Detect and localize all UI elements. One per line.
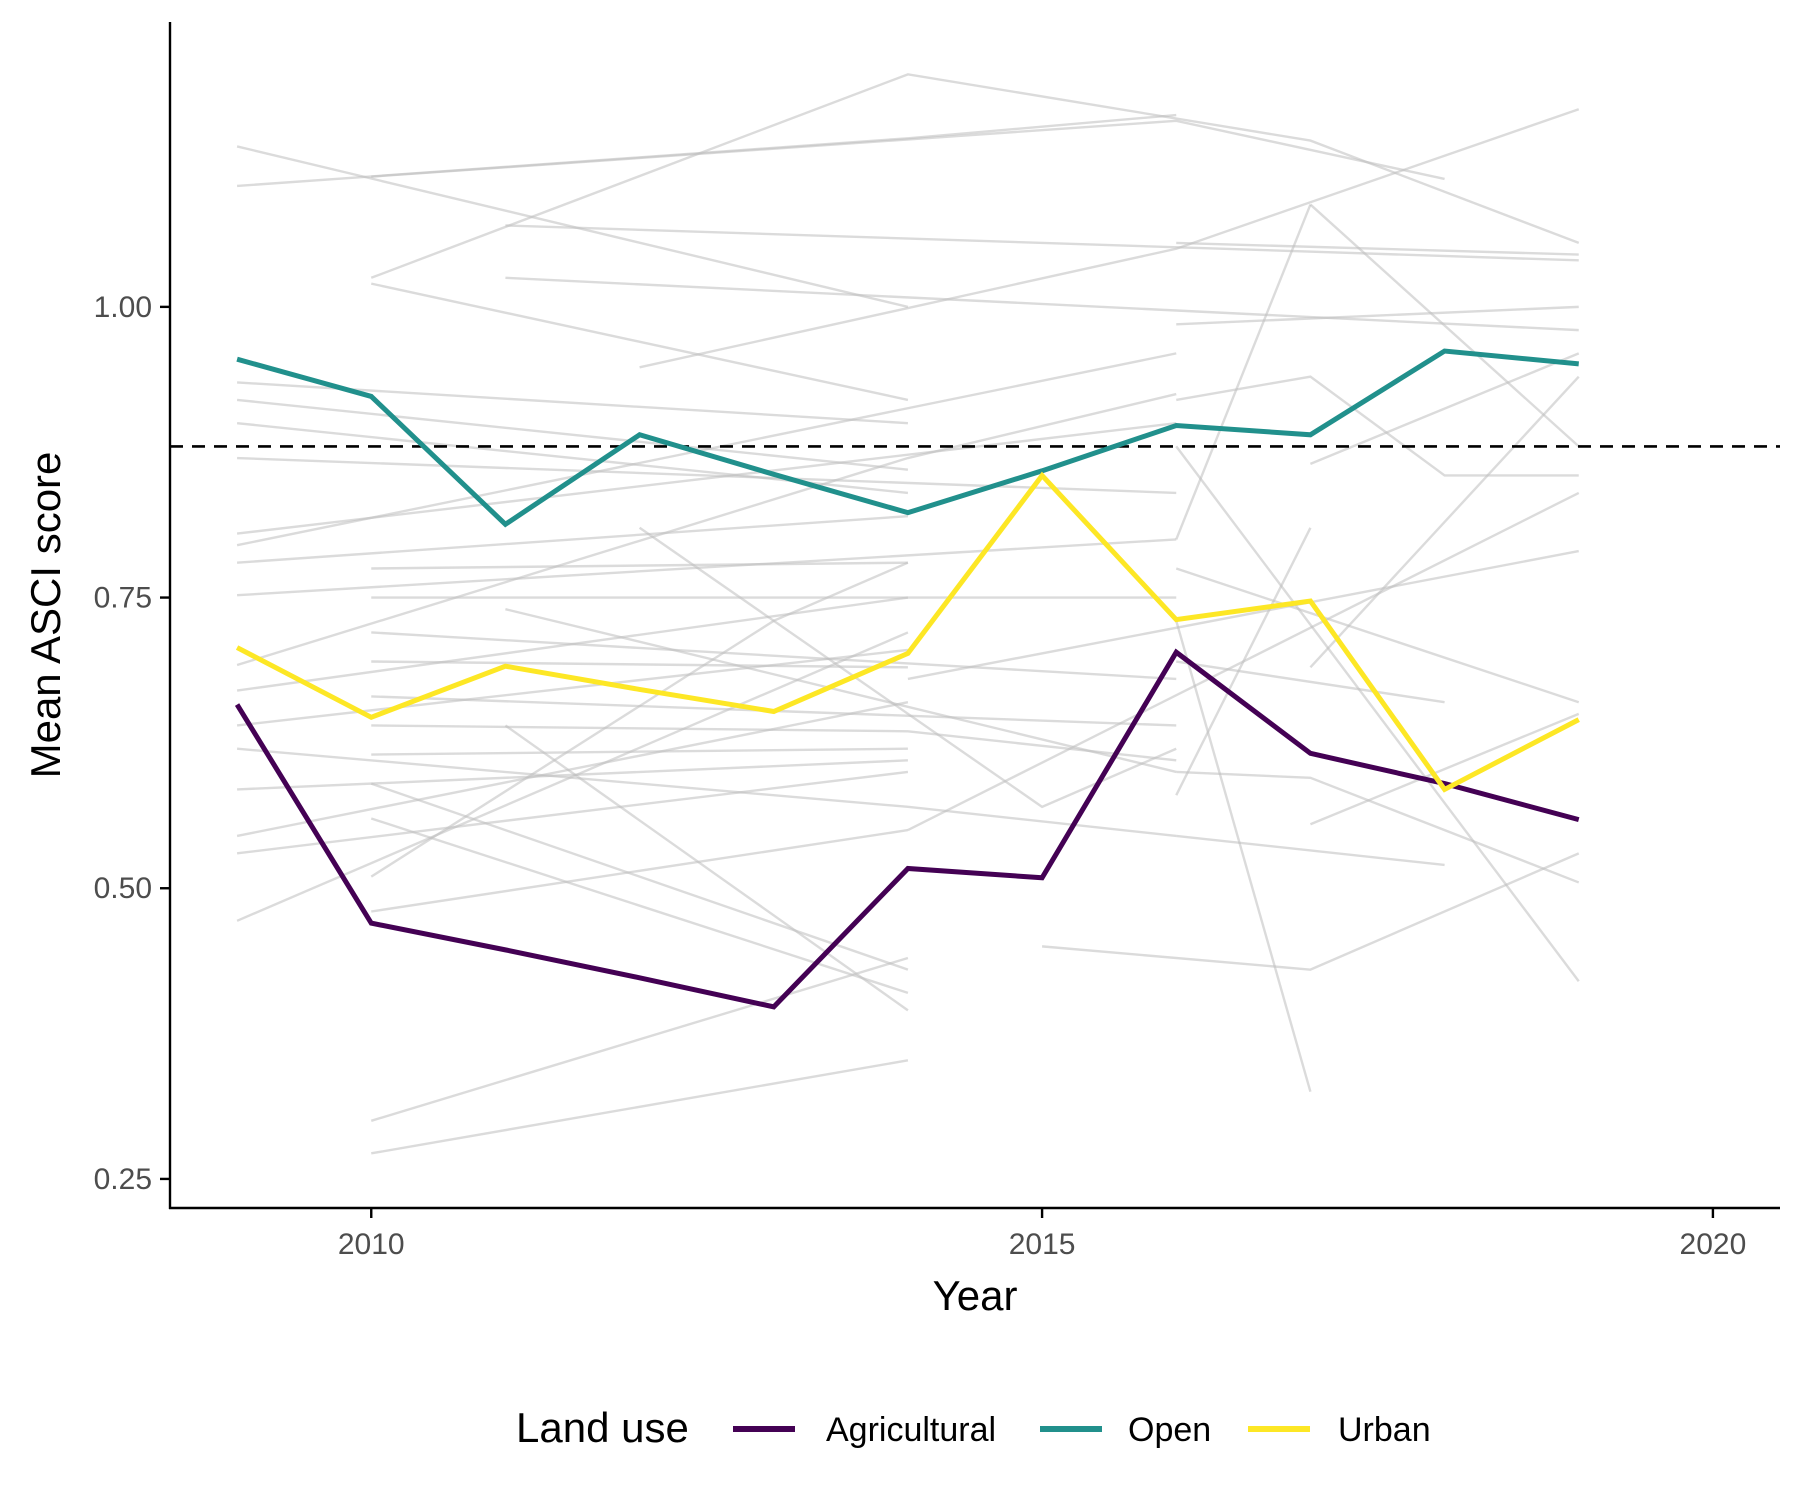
legend-label-open: Open (1128, 1411, 1211, 1449)
site-line-25 (236, 701, 909, 838)
site-line-57 (1309, 375, 1580, 669)
y-tick-label: 0.75 (94, 582, 152, 615)
site-line-16 (236, 421, 1177, 535)
series-line-urban (235, 471, 1580, 793)
x-tick-label: 2020 (1680, 1228, 1747, 1261)
site-line-23 (236, 747, 1177, 838)
site-line-52 (1176, 660, 1445, 704)
site-line-10 (1309, 203, 1580, 448)
site-line-22 (236, 648, 909, 727)
site-line-43 (638, 526, 1177, 809)
site-line-41 (504, 724, 909, 1012)
site-line-55 (1309, 712, 1580, 826)
site-line-6 (639, 108, 1580, 369)
legend-label-urban: Urban (1338, 1411, 1431, 1449)
x-axis-ticks: 2010 2015 2020 (338, 1208, 1746, 1261)
site-line-40 (371, 1059, 909, 1155)
site-line-20 (236, 392, 1177, 667)
y-tick-label: 1.00 (94, 291, 152, 324)
series-line-open (236, 348, 1579, 528)
site-line-56 (1309, 352, 1580, 465)
site-line-53 (1175, 620, 1312, 1093)
site-line-7 (505, 276, 1579, 332)
y-axis-ticks: 0.25 0.50 0.75 1.00 (94, 291, 170, 1196)
site-line-11 (1175, 204, 1312, 540)
site-line-31 (371, 660, 908, 669)
site-line-3 (371, 119, 1445, 181)
site-line-18 (237, 514, 908, 564)
site-line-49 (1175, 567, 1580, 704)
site-line-4 (505, 224, 1579, 262)
site-line-51 (1176, 834, 1445, 867)
site-line-44 (907, 549, 1579, 681)
site-line-54 (1176, 375, 1579, 477)
x-tick-label: 2015 (1009, 1228, 1076, 1261)
site-line-15 (237, 456, 1177, 495)
site-line-2 (370, 73, 1580, 279)
site-line-17 (236, 352, 1177, 547)
site-line-35 (370, 782, 909, 971)
site-line-28 (371, 561, 908, 570)
site-line-24 (237, 759, 908, 791)
site-line-9 (1176, 305, 1579, 326)
series-line-agricultural (234, 648, 1580, 1010)
site-line-26 (236, 770, 909, 855)
y-tick-label: 0.50 (94, 872, 152, 905)
site-line-13 (236, 398, 909, 471)
x-axis-title: Year (933, 1272, 1018, 1319)
site-line-36 (370, 817, 909, 995)
site-trend-lines (236, 73, 1580, 1155)
legend: Land use Agricultural Open Urban (516, 1404, 1431, 1451)
site-line-42 (505, 608, 1177, 774)
site-line-46 (1041, 852, 1580, 971)
site-line-38 (371, 828, 909, 913)
y-axis-title: Mean ASCI score (22, 452, 69, 779)
land-use-series (234, 348, 1580, 1010)
site-line-39 (370, 956, 909, 1122)
legend-title: Land use (516, 1404, 689, 1451)
site-line-19 (237, 538, 1177, 597)
legend-label-agricultural: Agricultural (826, 1411, 996, 1449)
site-line-48 (1175, 527, 1312, 796)
x-tick-label: 2010 (338, 1228, 405, 1261)
site-line-5 (1176, 241, 1579, 256)
site-line-34 (371, 747, 908, 756)
site-line-50 (1175, 445, 1580, 982)
y-tick-label: 0.25 (94, 1163, 152, 1196)
site-line-30 (371, 631, 1177, 681)
site-line-47 (1176, 770, 1580, 884)
site-line-8 (370, 282, 909, 402)
